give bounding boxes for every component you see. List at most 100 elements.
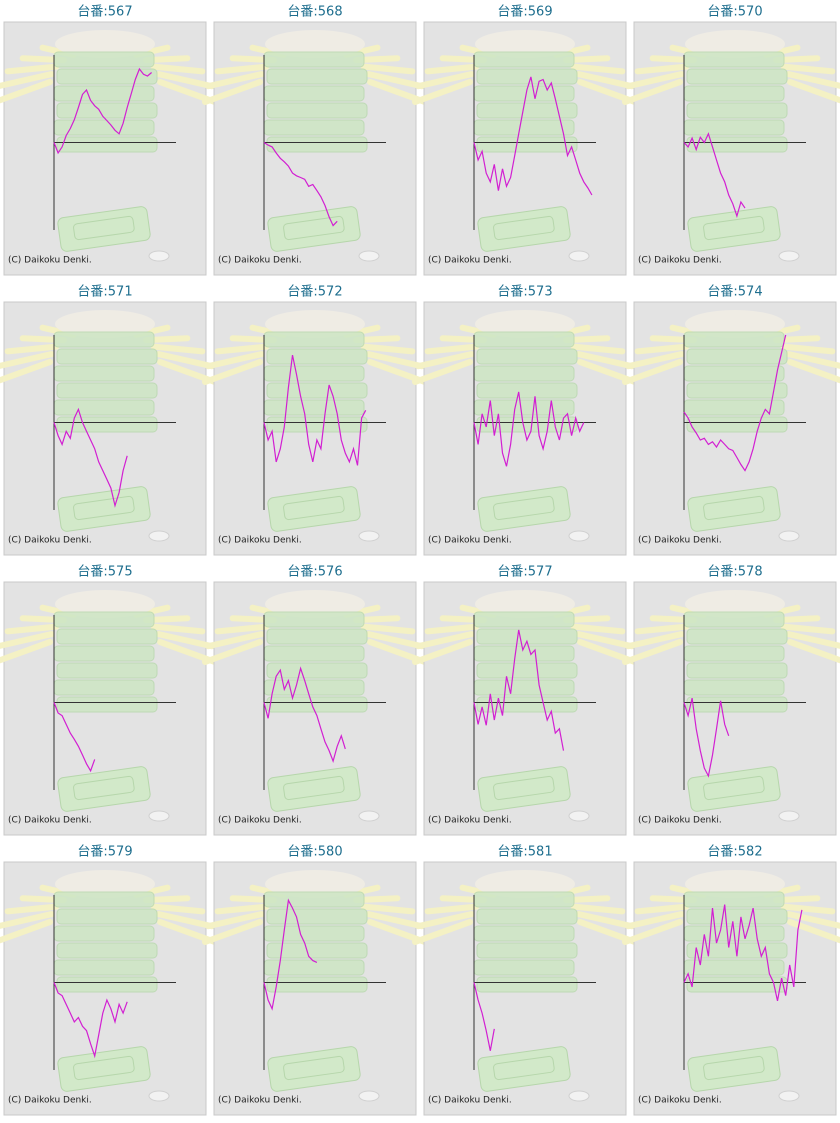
chart-panel: 台番:581 (C) Daikoku Denki.: [412, 845, 638, 1116]
ray: [365, 71, 425, 90]
tray: [267, 1046, 361, 1092]
box-layer: [56, 102, 158, 119]
coin: [778, 810, 800, 822]
box-layer: [53, 959, 155, 976]
box-layer: [53, 925, 155, 942]
chart-title: 台番:571: [77, 285, 132, 300]
footnote: (C) Daikoku Denki.: [218, 1096, 302, 1106]
box-layer: [56, 348, 158, 365]
box-layer: [266, 942, 368, 959]
box-layer: [53, 85, 155, 102]
footnote: (C) Daikoku Denki.: [638, 536, 722, 546]
tray-inner: [283, 495, 345, 521]
ray: [202, 359, 263, 385]
ray: [570, 343, 626, 355]
ray: [0, 351, 55, 369]
box-layer: [476, 416, 578, 433]
box-layer: [56, 628, 158, 645]
chart-title: 台番:577: [497, 565, 552, 580]
tray: [267, 486, 361, 532]
tray: [687, 206, 781, 252]
ray: [622, 919, 683, 945]
ray: [570, 623, 626, 635]
box-layer: [53, 645, 155, 662]
box-layer: [266, 976, 368, 993]
tray-inner: [73, 1055, 135, 1081]
box-layer: [686, 696, 788, 713]
ray: [155, 631, 215, 650]
coin: [148, 250, 170, 262]
box-layer: [263, 925, 365, 942]
data-line: [53, 702, 96, 773]
box-layer: [266, 68, 368, 85]
box-layer: [683, 891, 785, 908]
coin: [148, 530, 170, 542]
box-layer: [266, 628, 368, 645]
coin: [778, 530, 800, 542]
footnote: (C) Daikoku Denki.: [218, 256, 302, 266]
coin: [148, 810, 170, 822]
box-layer: [53, 399, 155, 416]
chart-title: 台番:567: [77, 5, 132, 20]
ray: [150, 623, 206, 635]
crown: [55, 310, 155, 338]
coin: [778, 1090, 800, 1102]
tray-inner: [703, 1055, 765, 1081]
tray: [57, 766, 151, 812]
box-layer: [473, 51, 575, 68]
coin: [568, 810, 590, 822]
crown: [475, 30, 575, 58]
box-layer: [266, 416, 368, 433]
crown: [475, 310, 575, 338]
box-layer: [476, 628, 578, 645]
box-layer: [683, 331, 785, 348]
ray: [365, 911, 425, 930]
footnote: (C) Daikoku Denki.: [8, 256, 92, 266]
chart-title: 台番:573: [497, 285, 552, 300]
coin: [358, 530, 380, 542]
box-layer: [686, 908, 788, 925]
tray-inner: [283, 215, 345, 241]
box-layer: [473, 331, 575, 348]
ray: [0, 911, 55, 929]
chart-panel: 台番:571 (C) Daikoku Denki.: [0, 285, 218, 556]
box-layer: [686, 628, 788, 645]
box-layer: [476, 942, 578, 959]
ray: [785, 911, 840, 929]
box-layer: [476, 136, 578, 153]
ray: [625, 911, 685, 930]
box-layer: [473, 679, 575, 696]
ray: [785, 631, 840, 649]
box-layer: [683, 365, 785, 382]
ray: [202, 79, 263, 105]
crown: [475, 870, 575, 898]
box-layer: [683, 611, 785, 628]
crown: [265, 30, 365, 58]
coin: [358, 250, 380, 262]
box-layer: [263, 679, 365, 696]
ray: [155, 71, 215, 90]
box-layer: [53, 611, 155, 628]
ray: [415, 71, 475, 90]
box-layer: [686, 68, 788, 85]
tray-inner: [283, 775, 345, 801]
box-layer: [473, 85, 575, 102]
box-layer: [56, 382, 158, 399]
ray: [780, 623, 836, 635]
crown: [685, 870, 785, 898]
box-layer: [266, 102, 368, 119]
box-layer: [266, 662, 368, 679]
ray: [4, 623, 60, 635]
chart-panel: 台番:572 (C) Daikoku Denki.: [202, 285, 428, 556]
chart-panel: 台番:577 (C) Daikoku Denki.: [412, 565, 638, 836]
tray: [267, 206, 361, 252]
footnote: (C) Daikoku Denki.: [428, 536, 512, 546]
box-layer: [686, 382, 788, 399]
tray-inner: [73, 495, 135, 521]
crown: [475, 590, 575, 618]
box-layer: [263, 365, 365, 382]
coin: [778, 250, 800, 262]
ray: [365, 631, 425, 650]
ray: [214, 343, 270, 355]
crown: [265, 590, 365, 618]
